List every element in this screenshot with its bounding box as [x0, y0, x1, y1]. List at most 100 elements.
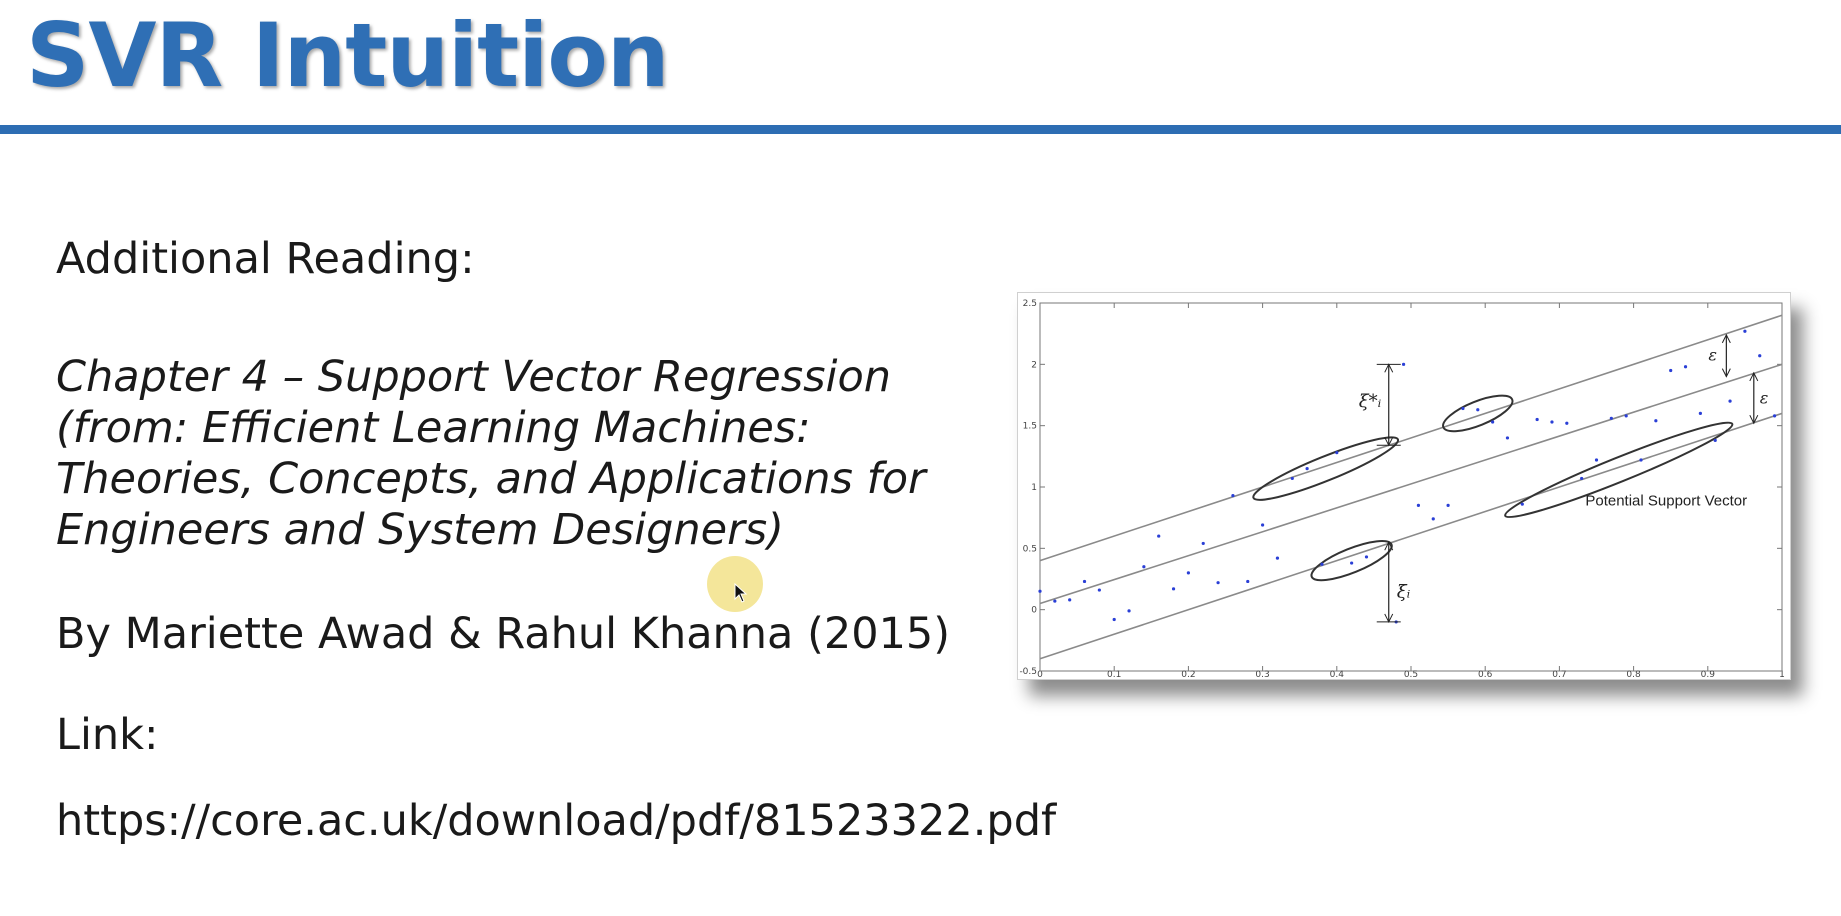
data-point — [1594, 458, 1599, 462]
support-vector-ellipse — [1310, 540, 1393, 582]
x-tick-label: 0.5 — [1404, 670, 1418, 679]
arrow-head — [1721, 333, 1731, 344]
regression-line-upper — [1039, 314, 1783, 562]
x-tick-label: 0.1 — [1107, 670, 1121, 679]
x-tick-label: 0.6 — [1478, 670, 1493, 679]
data-point — [1127, 609, 1131, 613]
book-authors: By Mariette Awad & Rahul Khanna (2015) — [56, 609, 951, 659]
svr-chart: 0 0.1 0.2 0.3 0.4 0.5 0.6 0.7 0.8 0.9 1-0.500.511.… — [1019, 299, 1785, 679]
data-point — [1186, 571, 1190, 575]
book-title: Chapter 4 – Support Vector Regression (f… — [56, 352, 926, 556]
data-point — [1758, 354, 1762, 358]
data-point — [1535, 417, 1539, 422]
data-point — [1082, 579, 1087, 584]
data-point — [1491, 420, 1495, 424]
arrow-head — [1384, 613, 1394, 624]
data-point — [1713, 438, 1717, 442]
x-tick-label: 0.7 — [1552, 670, 1566, 679]
data-point — [1520, 502, 1524, 506]
data-point — [1112, 617, 1116, 622]
data-point — [1550, 420, 1554, 424]
data-point — [1401, 362, 1406, 366]
y-tick-label: 0.5 — [1023, 544, 1037, 554]
data-point — [1728, 399, 1732, 403]
book-title-line: Engineers and System Designers) — [56, 505, 784, 555]
data-point — [1201, 541, 1205, 546]
reference-link[interactable]: https://core.ac.uk/download/pdf/81523322… — [56, 796, 1057, 846]
y-tick-label: 1 — [1031, 483, 1037, 493]
data-point — [1157, 534, 1161, 538]
data-point — [1669, 368, 1673, 373]
data-point — [1461, 406, 1465, 411]
data-point — [1171, 587, 1176, 591]
data-point — [1290, 476, 1294, 481]
data-point — [1565, 421, 1569, 425]
y-tick-label: 2 — [1031, 360, 1037, 370]
xi-star-label: ξ*ᵢ — [1359, 391, 1382, 412]
data-point — [1053, 599, 1057, 603]
data-point — [1580, 476, 1584, 481]
arrow-head — [1749, 371, 1759, 382]
support-vector-ellipse — [1252, 436, 1400, 501]
data-point — [1431, 517, 1435, 521]
mouse-cursor-icon — [734, 583, 748, 603]
arrow-head — [1384, 363, 1394, 373]
data-point — [1320, 562, 1324, 566]
data-point — [1364, 555, 1369, 559]
support-vector-ellipse — [1442, 394, 1514, 433]
xi-label: ξᵢ — [1397, 581, 1411, 602]
data-point — [1246, 579, 1250, 584]
data-point — [1654, 419, 1658, 423]
x-tick-label: 0.4 — [1330, 670, 1345, 679]
regression-line-middle — [1039, 363, 1783, 605]
support-vector-ellipse — [1504, 421, 1734, 519]
epsilon-label: ε — [1760, 389, 1769, 408]
data-point — [1505, 436, 1510, 440]
title-divider — [0, 125, 1841, 134]
data-point — [1335, 451, 1339, 455]
y-tick-label: 1.5 — [1023, 422, 1037, 432]
arrow-head — [1384, 541, 1394, 551]
potential-support-vector-label: Potential Support Vector — [1585, 492, 1747, 509]
data-point — [1068, 598, 1072, 602]
data-point — [1624, 414, 1628, 418]
data-point — [1698, 411, 1702, 415]
y-tick-label: 0 — [1031, 606, 1037, 616]
reading-heading: Additional Reading: — [56, 234, 475, 284]
book-title-line: Theories, Concepts, and Applications for — [56, 454, 926, 504]
data-point — [1231, 493, 1235, 498]
data-point — [1446, 503, 1450, 507]
data-point — [1683, 365, 1688, 369]
data-point — [1261, 523, 1265, 527]
x-tick-label: 0.3 — [1255, 670, 1269, 679]
x-tick-label: 0.9 — [1701, 670, 1716, 679]
data-point — [1097, 588, 1101, 592]
epsilon-label: ε — [1708, 346, 1717, 365]
data-point — [1142, 565, 1146, 569]
x-tick-label: 0.8 — [1626, 670, 1641, 679]
data-point — [1639, 458, 1643, 462]
x-tick-label: 0 — [1037, 670, 1043, 679]
data-point — [1305, 467, 1309, 471]
regression-line-lower — [1039, 412, 1783, 660]
data-point — [1476, 408, 1480, 412]
y-tick-label: 2.5 — [1023, 299, 1037, 309]
data-point — [1743, 329, 1747, 333]
link-label: Link: — [56, 710, 159, 760]
x-tick-label: 1 — [1779, 670, 1785, 679]
plot-frame — [1039, 302, 1783, 672]
slide-title: SVR Intuition — [26, 4, 669, 107]
data-point — [1350, 561, 1354, 565]
data-point — [1609, 416, 1613, 420]
y-tick-label: -0.5 — [1019, 667, 1037, 677]
arrow-head — [1721, 368, 1731, 378]
svr-figure: 0 0.1 0.2 0.3 0.4 0.5 0.6 0.7 0.8 0.9 1 -0.5 0 0.5 1 1.… — [1017, 292, 1791, 680]
x-tick-label: 0.2 — [1181, 670, 1195, 679]
data-point — [1038, 589, 1042, 593]
data-point — [1416, 503, 1421, 507]
arrow-head — [1749, 414, 1759, 425]
data-point — [1772, 414, 1777, 418]
arrow-head — [1384, 437, 1394, 447]
data-point — [1275, 556, 1280, 560]
book-title-line: Chapter 4 – Support Vector Regression — [56, 352, 892, 402]
